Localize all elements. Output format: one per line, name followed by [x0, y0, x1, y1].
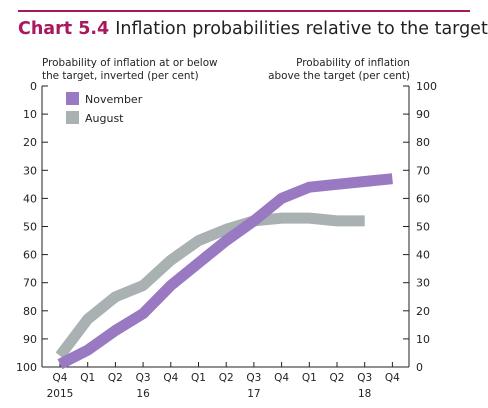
right-tick-label: 0: [416, 361, 423, 374]
x-tick-label: Q3: [357, 372, 372, 384]
right-axis-caption: Probability of inflation above the targe…: [268, 57, 410, 82]
right-tick-label: 10: [416, 333, 430, 346]
year-label: 17: [247, 388, 260, 400]
right-axis-caption-line2: above the target (per cent): [268, 69, 410, 82]
year-label: 2015: [47, 388, 74, 400]
left-tick-label: 10: [23, 108, 37, 121]
x-tick-label: Q3: [246, 372, 261, 384]
right-tick-label: 50: [416, 221, 430, 234]
left-tick-label: 70: [23, 277, 37, 290]
left-axis-caption: Probability of inflation at or below the…: [42, 57, 218, 82]
right-tick-label: 100: [416, 80, 437, 93]
left-tick-label: 80: [23, 305, 37, 318]
chart-title-text: Inflation probabilities relative to the …: [115, 19, 488, 39]
x-tick-label: Q4: [274, 372, 289, 384]
x-tick-label: Q1: [302, 372, 317, 384]
left-tick-label: 100: [16, 361, 37, 374]
x-tick-label: Q2: [108, 372, 123, 384]
x-tick-label: Q4: [53, 372, 68, 384]
chart-title: Chart 5.4 Inflation probabilities relativ…: [18, 19, 488, 39]
left-tick-label: 40: [23, 192, 37, 205]
chart-number: Chart 5.4: [18, 19, 110, 39]
left-axis-caption-line1: Probability of inflation at or below: [42, 57, 218, 69]
left-tick-label: 0: [30, 80, 37, 93]
legend-swatch-august: [66, 111, 79, 124]
x-tick-label: Q3: [136, 372, 151, 384]
left-tick-label: 90: [23, 333, 37, 346]
left-tick-label: 30: [23, 164, 37, 177]
right-tick-label: 40: [416, 249, 430, 262]
right-tick-label: 90: [416, 108, 430, 121]
x-tick-label: Q1: [80, 372, 95, 384]
series-line-august: [55, 212, 365, 360]
x-tick-label: Q4: [163, 372, 178, 384]
right-tick-label: 70: [416, 164, 430, 177]
year-label: 16: [136, 388, 150, 400]
x-tick-label: Q4: [385, 372, 400, 384]
x-tick-label: Q2: [330, 372, 345, 384]
title-rule: [18, 10, 470, 12]
series-line-november: [57, 173, 393, 370]
left-tick-label: 50: [23, 221, 37, 234]
legend-label-november: November: [85, 93, 143, 106]
x-tick-label: Q1: [191, 372, 206, 384]
x-tick-label: Q2: [219, 372, 234, 384]
right-axis-caption-line1: Probability of inflation: [296, 57, 410, 69]
right-tick-label: 30: [416, 277, 430, 290]
left-axis-caption-line2: the target, inverted (per cent): [42, 69, 199, 82]
year-label: 18: [358, 388, 371, 400]
legend-swatch-november: [66, 92, 79, 105]
legend-label-august: August: [85, 112, 124, 125]
left-tick-label: 60: [23, 249, 37, 262]
left-tick-label: 20: [23, 136, 37, 149]
right-tick-label: 60: [416, 192, 430, 205]
right-tick-label: 20: [416, 305, 430, 318]
right-tick-label: 80: [416, 136, 430, 149]
